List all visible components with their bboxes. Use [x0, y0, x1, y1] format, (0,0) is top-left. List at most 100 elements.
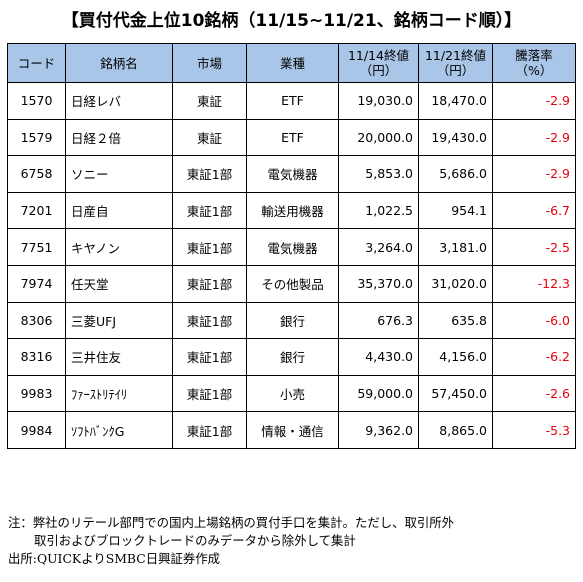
cell-price-1121: 5,686.0: [418, 155, 493, 193]
cell-industry: 銀行: [246, 338, 339, 376]
cell-price-1114: 4,430.0: [338, 338, 419, 376]
cell-industry: 小売: [246, 374, 339, 413]
cell-price-1114: 20,000.0: [338, 118, 419, 157]
cell-price-1121: 4,156.0: [418, 338, 493, 376]
header-price-1114: 11/14終値 （円）: [338, 43, 419, 83]
cell-code: 7201: [7, 191, 66, 230]
cell-code: 1579: [7, 118, 66, 157]
cell-price-1114: 676.3: [338, 301, 419, 340]
cell-change: -12.3: [492, 264, 576, 303]
header-market: 市場: [172, 43, 247, 83]
header-industry: 業種: [246, 43, 339, 83]
cell-name: 三井住友: [65, 338, 173, 376]
header-code: コード: [7, 43, 66, 83]
cell-price-1114: 5,853.0: [338, 155, 419, 193]
cell-price-1121: 19,430.0: [418, 118, 493, 157]
table-row: 8306 三菱UFJ 東証1部 銀行 676.3 635.8 -6.0: [7, 301, 576, 340]
table-row: 7974 任天堂 東証1部 その他製品 35,370.0 31,020.0 -1…: [7, 264, 576, 303]
cell-market: 東証1部: [172, 191, 247, 230]
cell-market: 東証1部: [172, 301, 247, 340]
cell-name: ｿﾌﾄﾊﾞﾝｸG: [65, 411, 173, 449]
cell-name: ソニー: [65, 155, 173, 193]
cell-market: 東証1部: [172, 338, 247, 376]
cell-code: 1570: [7, 82, 66, 120]
cell-name: 任天堂: [65, 264, 173, 303]
note-line-2: 取引およびブロックトレードのみデータから除外して集計: [34, 533, 356, 548]
cell-change: -6.2: [492, 338, 576, 376]
table-row: 6758 ソニー 東証1部 電気機器 5,853.0 5,686.0 -2.9: [7, 155, 576, 193]
cell-change: -2.5: [492, 228, 576, 266]
header-row: コード 銘柄名 市場 業種 11/14終値 （円） 11/21終値 （円） 騰落…: [7, 43, 576, 83]
cell-market: 東証1部: [172, 264, 247, 303]
table-row: 7201 日産自 東証1部 輸送用機器 1,022.5 954.1 -6.7: [7, 191, 576, 230]
footnotes: 注：弊社のリテール部門での国内上場銘柄の買付手口を集計。ただし、取引所外 取引お…: [8, 514, 578, 568]
header-price-1121-line2: （円）: [436, 63, 475, 78]
cell-name: 日経レバ: [65, 82, 173, 120]
cell-name: 日経２倍: [65, 118, 173, 157]
cell-market: 東証1部: [172, 374, 247, 413]
cell-market: 東証1部: [172, 228, 247, 266]
table-row: 9984 ｿﾌﾄﾊﾞﾝｸG 東証1部 情報・通信 9,362.0 8,865.0…: [7, 411, 576, 449]
cell-industry: 銀行: [246, 301, 339, 340]
cell-industry: 輸送用機器: [246, 191, 339, 230]
cell-code: 9983: [7, 374, 66, 413]
cell-market: 東証1部: [172, 155, 247, 193]
header-change: 騰落率 （%）: [492, 43, 576, 83]
cell-market: 東証1部: [172, 411, 247, 449]
cell-code: 7751: [7, 228, 66, 266]
table-row: 7751 キヤノン 東証1部 電気機器 3,264.0 3,181.0 -2.5: [7, 228, 576, 266]
cell-name: キヤノン: [65, 228, 173, 266]
cell-industry: ETF: [246, 82, 339, 120]
cell-change: -6.7: [492, 191, 576, 230]
cell-price-1121: 3,181.0: [418, 228, 493, 266]
cell-price-1121: 954.1: [418, 191, 493, 230]
cell-market: 東証: [172, 82, 247, 120]
cell-change: -5.3: [492, 411, 576, 449]
cell-code: 8316: [7, 338, 66, 376]
cell-price-1121: 18,470.0: [418, 82, 493, 120]
page-title: 【買付代金上位10銘柄（11/15~11/21、銘柄コード順）】: [61, 11, 522, 31]
cell-name: 日産自: [65, 191, 173, 230]
cell-code: 9984: [7, 411, 66, 449]
header-price-1121-line1: 11/21終値: [424, 48, 487, 63]
cell-change: -2.9: [492, 118, 576, 157]
cell-price-1114: 9,362.0: [338, 411, 419, 449]
header-price-1121: 11/21終値 （円）: [418, 43, 493, 83]
cell-price-1121: 635.8: [418, 301, 493, 340]
table-row: 1570 日経レバ 東証 ETF 19,030.0 18,470.0 -2.9: [7, 82, 576, 120]
note-line-1: 注：弊社のリテール部門での国内上場銘柄の買付手口を集計。ただし、取引所外: [8, 515, 455, 530]
cell-price-1114: 3,264.0: [338, 228, 419, 266]
cell-change: -6.0: [492, 301, 576, 340]
cell-price-1114: 1,022.5: [338, 191, 419, 230]
cell-change: -2.9: [492, 82, 576, 120]
header-price-1114-line2: （円）: [359, 63, 398, 78]
cell-price-1114: 59,000.0: [338, 374, 419, 413]
cell-industry: その他製品: [246, 264, 339, 303]
cell-price-1121: 57,450.0: [418, 374, 493, 413]
cell-industry: 電気機器: [246, 155, 339, 193]
cell-industry: ETF: [246, 118, 339, 157]
cell-change: -2.6: [492, 374, 576, 413]
cell-price-1114: 35,370.0: [338, 264, 419, 303]
cell-price-1114: 19,030.0: [338, 82, 419, 120]
cell-price-1121: 31,020.0: [418, 264, 493, 303]
cell-industry: 電気機器: [246, 228, 339, 266]
cell-industry: 情報・通信: [246, 411, 339, 449]
cell-market: 東証: [172, 118, 247, 157]
table-row: 9983 ﾌｧｰｽﾄﾘﾃｲﾘ 東証1部 小売 59,000.0 57,450.0…: [7, 374, 576, 413]
cell-change: -2.9: [492, 155, 576, 193]
cell-code: 8306: [7, 301, 66, 340]
table-row: 8316 三井住友 東証1部 銀行 4,430.0 4,156.0 -6.2: [7, 338, 576, 376]
header-price-1114-line1: 11/14終値: [347, 48, 410, 63]
header-change-line2: （%）: [515, 63, 553, 78]
cell-name: 三菱UFJ: [65, 301, 173, 340]
table-row: 1579 日経２倍 東証 ETF 20,000.0 19,430.0 -2.9: [7, 118, 576, 157]
header-change-line1: 騰落率: [515, 48, 553, 63]
cell-price-1121: 8,865.0: [418, 411, 493, 449]
source-note: 出所:QUICKよりSMBC日興証券作成: [8, 551, 221, 566]
cell-name: ﾌｧｰｽﾄﾘﾃｲﾘ: [65, 374, 173, 413]
header-name: 銘柄名: [65, 43, 173, 83]
cell-code: 7974: [7, 264, 66, 303]
ranking-table: コード 銘柄名 市場 業種 11/14終値 （円） 11/21終値 （円） 騰落…: [7, 43, 576, 449]
cell-code: 6758: [7, 155, 66, 193]
